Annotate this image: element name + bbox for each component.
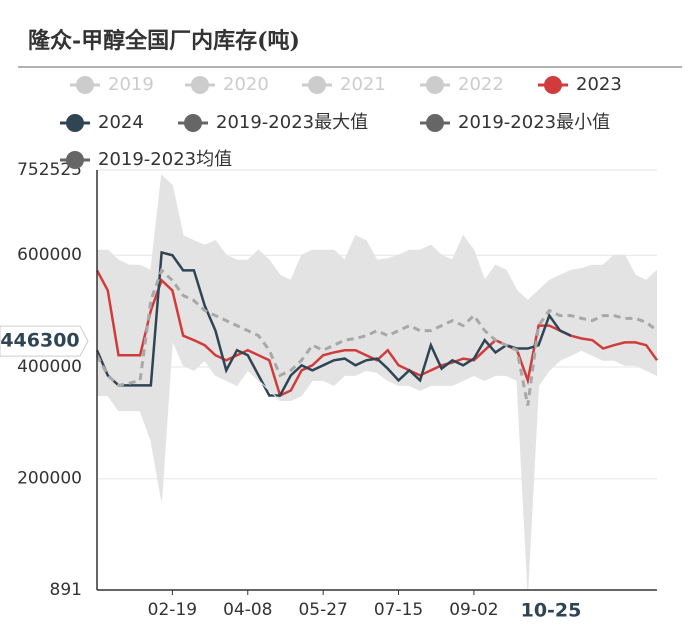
legend-item: 2020 xyxy=(185,74,269,95)
pointer-x-label: 10-25 xyxy=(521,600,582,622)
legend-marker xyxy=(544,76,562,94)
x-tick-label: 07-15 xyxy=(374,600,423,620)
series-line xyxy=(97,174,658,302)
legend-item: 2022 xyxy=(420,74,504,95)
legend-marker xyxy=(66,151,84,169)
pointer-y-label: 446300 xyxy=(0,330,79,352)
legend-label: 2024 xyxy=(98,112,144,133)
legend-marker xyxy=(184,114,202,132)
legend-label: 2021 xyxy=(340,74,386,95)
legend-item: 2024 xyxy=(60,112,144,133)
x-tick-label: 09-02 xyxy=(449,600,498,620)
legend-label: 2022 xyxy=(458,74,504,95)
legend-label: 2020 xyxy=(223,74,269,95)
x-tick-label: 02-19 xyxy=(148,600,197,620)
legend-label: 2023 xyxy=(576,74,622,95)
range-band xyxy=(97,175,657,591)
legend-label: 2019-2023均值 xyxy=(98,149,232,170)
legend-marker xyxy=(191,76,209,94)
legend-item: 2023 xyxy=(538,74,622,95)
legend-item: 2019-2023最大值 xyxy=(178,112,368,133)
legend-marker xyxy=(66,114,84,132)
y-tick-label: 600000 xyxy=(17,245,82,265)
legend-item: 2019-2023最小值 xyxy=(420,112,610,133)
x-tick-label: 05-27 xyxy=(298,600,347,620)
legend-label: 2019 xyxy=(108,74,154,95)
legend-marker xyxy=(308,76,326,94)
series-line xyxy=(97,339,658,591)
legend-marker xyxy=(76,76,94,94)
legend-item: 2019 xyxy=(70,74,154,95)
legend-item: 2019-2023均值 xyxy=(60,149,232,170)
chart-title: 隆众-甲醇全国厂内库存(吨) xyxy=(28,28,300,54)
legend-label: 2019-2023最大值 xyxy=(216,112,368,133)
legend-label: 2019-2023最小值 xyxy=(458,112,610,133)
pointer-x-box xyxy=(509,597,593,625)
y-tick-label: 752525 xyxy=(17,160,82,180)
pointer-y-box xyxy=(0,325,89,357)
y-tick-label: 400000 xyxy=(17,357,82,377)
legend-item: 2021 xyxy=(302,74,386,95)
x-tick-label: 04-08 xyxy=(223,600,272,620)
legend-marker xyxy=(426,114,444,132)
y-tick-label: 200000 xyxy=(17,469,82,489)
series-line xyxy=(95,250,572,397)
legend-marker xyxy=(426,76,444,94)
y-tick-label: 891 xyxy=(50,580,82,600)
